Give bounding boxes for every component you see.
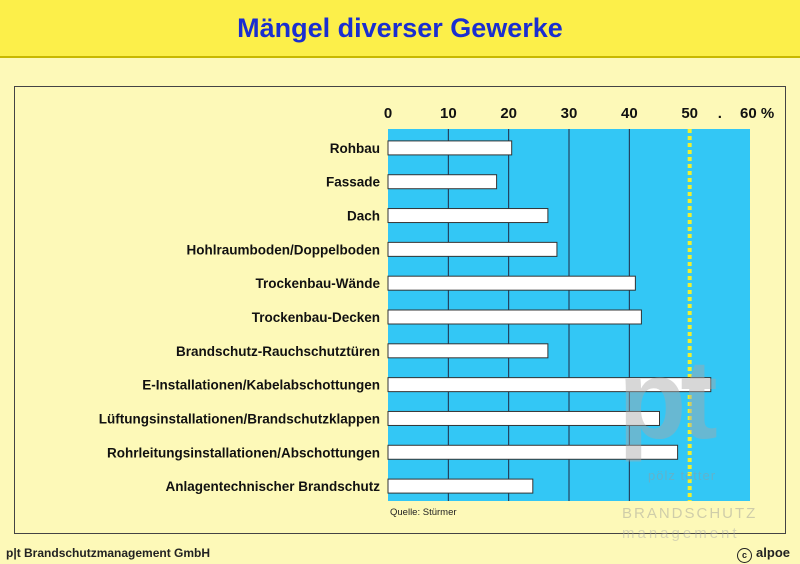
bar: [387, 140, 513, 156]
page-title: Mängel diverser Gewerke: [237, 12, 563, 43]
category-label: E-Installationen/Kabelabschottungen: [142, 378, 380, 393]
footer-brand: alpoe: [756, 545, 790, 560]
category-label: Fassade: [326, 175, 381, 190]
bar: [387, 208, 549, 224]
source-note: Quelle: Stürmer: [390, 507, 457, 518]
watermark-line2: BRANDSCHUTZ: [622, 505, 758, 522]
bar: [387, 309, 642, 325]
bar: [387, 174, 498, 190]
category-label: Trockenbau-Decken: [252, 310, 380, 325]
bar: [387, 478, 534, 494]
x-tick-label: .: [718, 105, 722, 122]
category-label: Lüftungsinstallationen/Brandschutzklappe…: [99, 411, 380, 426]
chart-frame: 0 10 20 30 40 50. 60 % Rohbau Fassade Dach Hohlrau…: [14, 86, 786, 534]
category-label: Anlagentechnischer Brandschutz: [165, 479, 380, 494]
x-tick-label: 10: [440, 105, 457, 122]
category-label: Rohrleitungsinstallationen/Abschottungen: [107, 445, 380, 460]
bar: [387, 241, 558, 257]
watermark-logo: pt pölz totter BRANDSCHUTZ management: [618, 337, 755, 550]
x-tick-label: 60 %: [740, 105, 774, 122]
bar: [387, 275, 636, 291]
watermark-line1: pölz totter: [648, 468, 717, 483]
bar: [387, 410, 660, 426]
bar: [387, 444, 679, 460]
bar-chart: 0 10 20 30 40 50. 60 % Rohbau Fassade Dach Hohlrau…: [99, 105, 774, 518]
category-label: Brandschutz-Rauchschutztüren: [176, 344, 380, 359]
x-tick-label: 50: [681, 105, 698, 122]
bar: [387, 343, 549, 359]
category-label: Rohbau: [330, 141, 380, 156]
bar: [387, 377, 712, 393]
x-tick-label: 20: [500, 105, 517, 122]
category-label: Trockenbau-Wände: [255, 276, 380, 291]
title-bar: Mängel diverser Gewerke: [0, 0, 800, 58]
footer-company: p|t Brandschutzmanagement GmbH: [6, 546, 211, 560]
watermark-letters: pt: [618, 337, 718, 462]
x-tick-label: 0: [384, 105, 392, 122]
footer-brand-block: c alpoe: [737, 545, 790, 563]
copyright-icon: c: [737, 548, 753, 563]
x-tick-label: 40: [621, 105, 638, 122]
watermark-line3: management: [622, 525, 740, 542]
category-label: Hohlraumboden/Doppelboden: [187, 242, 381, 257]
x-tick-label: 30: [561, 105, 578, 122]
category-label: Dach: [347, 209, 380, 224]
